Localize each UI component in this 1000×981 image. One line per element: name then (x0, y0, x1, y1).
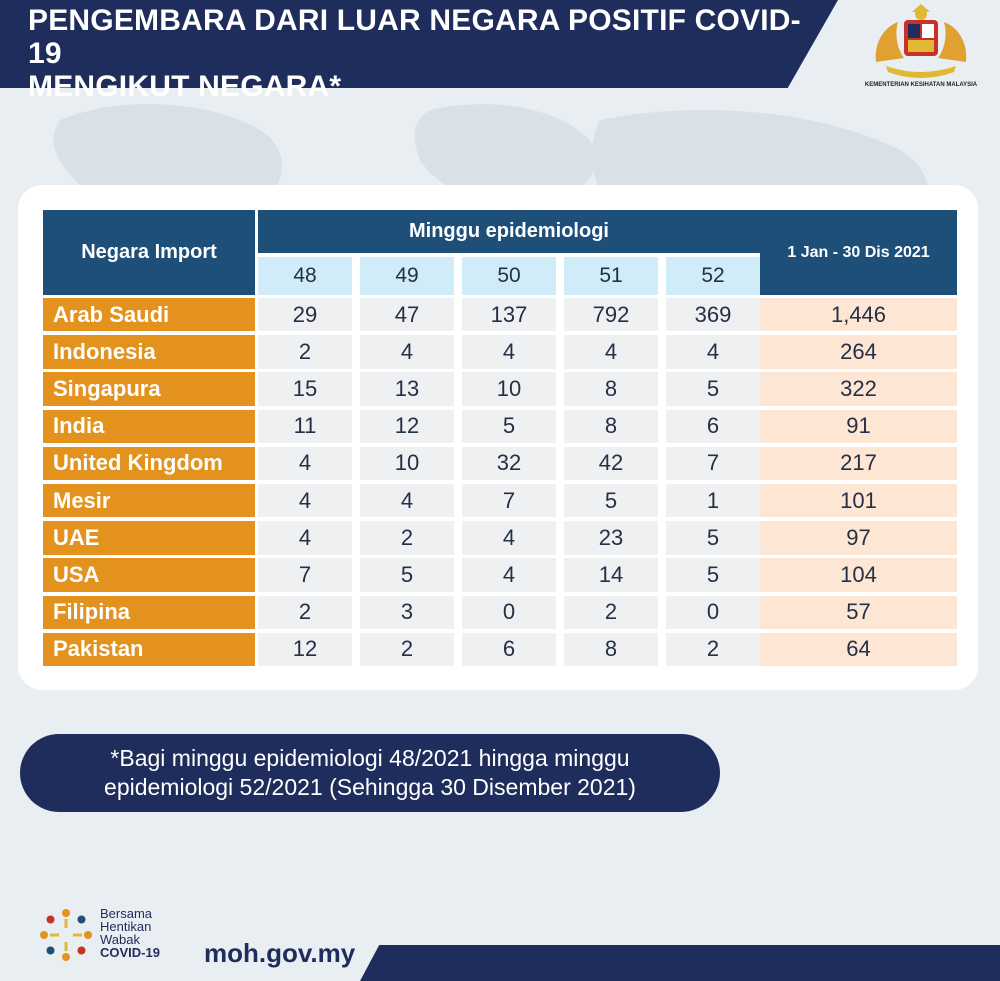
footnote-pill: *Bagi minggu epidemiologi 48/2021 hingga… (20, 734, 720, 812)
footnote-line2: epidemiologi 52/2021 (Sehingga 30 Disemb… (104, 774, 636, 800)
value-cell: 4 (258, 521, 352, 555)
value-cell: 0 (666, 595, 760, 629)
country-cell: UAE (43, 521, 255, 555)
total-column-header: 1 Jan - 30 Dis 2021 (760, 210, 957, 295)
value-cell: 5 (462, 409, 556, 443)
value-cell: 23 (564, 521, 658, 555)
total-cell: 64 (760, 632, 957, 667)
value-cell: 8 (564, 409, 658, 443)
value-cell: 7 (258, 558, 352, 592)
coat-of-arms-icon (875, 4, 967, 78)
country-cell: USA (43, 558, 255, 592)
week-column-header: 51 (564, 257, 658, 295)
value-cell: 3 (360, 595, 454, 629)
page-title-line1: PENGEMBARA DARI LUAR NEGARA POSITIF COVI… (28, 4, 801, 70)
country-cell: Singapura (43, 372, 255, 406)
total-cell: 97 (760, 521, 957, 555)
ministry-logo: KEMENTERIAN KESIHATAN MALAYSIA (846, 0, 996, 96)
country-cell: Mesir (43, 484, 255, 518)
total-cell: 57 (760, 595, 957, 629)
table-card: Negara Import Minggu epidemiologi 48 49 50 51… (18, 185, 978, 690)
value-cell: 8 (564, 632, 658, 667)
value-cell: 12 (258, 632, 352, 667)
value-cell: 5 (666, 372, 760, 406)
value-cell: 32 (462, 446, 556, 481)
week-column-header: 50 (462, 257, 556, 295)
country-cell: United Kingdom (43, 446, 255, 481)
value-cell: 0 (462, 595, 556, 629)
value-cell: 6 (666, 409, 760, 443)
total-cell: 264 (760, 335, 957, 369)
value-cell: 13 (360, 372, 454, 406)
campaign-slogan: Bersama Hentikan Wabak COVID-19 (100, 907, 190, 959)
header-band (0, 0, 838, 88)
logo-caption: KEMENTERIAN KESIHATAN MALAYSIA (864, 82, 978, 88)
value-cell: 2 (564, 595, 658, 629)
value-cell: 5 (360, 558, 454, 592)
week-column-header: 49 (360, 257, 454, 295)
value-cell: 4 (360, 484, 454, 518)
value-cell: 12 (360, 409, 454, 443)
value-cell: 5 (666, 521, 760, 555)
campaign-line4: COVID-19 (100, 945, 160, 960)
country-cell: Arab Saudi (43, 298, 255, 332)
footer-band (360, 945, 1000, 981)
page-title: PENGEMBARA DARI LUAR NEGARA POSITIF COVI… (28, 4, 828, 103)
value-cell: 2 (666, 632, 760, 667)
value-cell: 4 (462, 335, 556, 369)
value-cell: 137 (462, 298, 556, 332)
value-cell: 4 (360, 335, 454, 369)
campaign-line2: Hentikan (100, 919, 152, 934)
value-cell: 2 (258, 335, 352, 369)
value-cell: 792 (564, 298, 658, 332)
page-title-line2: MENGIKUT NEGARA* (28, 70, 342, 103)
value-cell: 4 (666, 335, 760, 369)
value-cell: 5 (666, 558, 760, 592)
country-cell: India (43, 409, 255, 443)
value-cell: 6 (462, 632, 556, 667)
value-cell: 2 (258, 595, 352, 629)
campaign-logo-icon (40, 909, 92, 961)
value-cell: 11 (258, 409, 352, 443)
header: PENGEMBARA DARI LUAR NEGARA POSITIF COVI… (0, 0, 1000, 103)
value-cell: 4 (462, 521, 556, 555)
value-cell: 2 (360, 632, 454, 667)
total-cell: 322 (760, 372, 957, 406)
value-cell: 7 (666, 446, 760, 481)
value-cell: 29 (258, 298, 352, 332)
week-column-header: 52 (666, 257, 760, 295)
value-cell: 5 (564, 484, 658, 518)
value-cell: 4 (258, 446, 352, 481)
value-cell: 4 (564, 335, 658, 369)
country-cell: Indonesia (43, 335, 255, 369)
country-cell: Filipina (43, 595, 255, 629)
value-cell: 7 (462, 484, 556, 518)
country-column-header: Negara Import (43, 210, 255, 295)
value-cell: 2 (360, 521, 454, 555)
value-cell: 4 (258, 484, 352, 518)
value-cell: 369 (666, 298, 760, 332)
country-cell: Pakistan (43, 632, 255, 667)
total-cell: 104 (760, 558, 957, 592)
value-cell: 10 (462, 372, 556, 406)
week-group-header: Minggu epidemiologi (258, 210, 760, 253)
campaign-line1: Bersama (100, 906, 153, 921)
value-cell: 47 (360, 298, 454, 332)
value-cell: 4 (462, 558, 556, 592)
value-cell: 1 (666, 484, 760, 518)
total-cell: 1,446 (760, 298, 957, 332)
week-column-header: 48 (258, 257, 352, 295)
website-link[interactable]: moh.gov.my (204, 938, 356, 968)
footnote-line1: *Bagi minggu epidemiologi 48/2021 hingga… (110, 745, 630, 771)
value-cell: 15 (258, 372, 352, 406)
value-cell: 8 (564, 372, 658, 406)
value-cell: 14 (564, 558, 658, 592)
total-cell: 217 (760, 446, 957, 481)
campaign-line3: Wabak (100, 932, 140, 947)
value-cell: 42 (564, 446, 658, 481)
total-cell: 91 (760, 409, 957, 443)
total-cell: 101 (760, 484, 957, 518)
value-cell: 10 (360, 446, 454, 481)
